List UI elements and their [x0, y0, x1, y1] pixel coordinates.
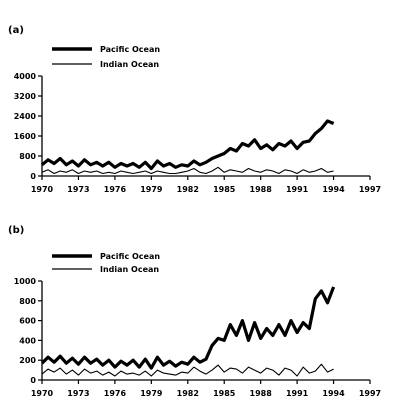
panel-a-y-tick-label: 1600: [14, 132, 37, 141]
panel-b-y-tick-label: 0: [30, 376, 36, 385]
panel-b-x-tick-label: 1979: [140, 389, 163, 398]
panel-b-legend-label-indian: Indian Ocean: [100, 265, 159, 274]
panel-a-x-tick-label: 1985: [213, 185, 236, 194]
panel-b-x-tick-label: 1973: [67, 389, 89, 398]
panel-a-y-tick-label: 4000: [14, 72, 37, 81]
panel-b-x-tick-label: 1985: [213, 389, 236, 398]
panel-b-x-tick-label: 1976: [104, 389, 127, 398]
panel-a-label: (a): [8, 25, 24, 36]
panel-b-y-tick-label: 400: [19, 336, 36, 345]
panel-b-label: (b): [8, 225, 24, 236]
panel-b-x-tick-label: 1994: [322, 389, 345, 398]
panel-a-series-line-pacific-ocean: [40, 119, 335, 171]
panel-b-series-line-pacific-ocean: [40, 286, 336, 370]
panel-a-x-tick-label: 1979: [140, 185, 163, 194]
panel-a-x-tick-label: 1982: [177, 185, 199, 194]
panel-b-y-tick-label: 200: [19, 356, 36, 365]
panel-a-y-tick-label: 800: [19, 152, 36, 161]
panel-a-legend-label-pacific: Pacific Ocean: [100, 45, 160, 54]
panel-a-y-tick-label: 3200: [14, 92, 37, 101]
panel-a-x-tick-label: 1988: [250, 185, 273, 194]
panel-b-y-tick-label: 800: [19, 297, 36, 306]
panel-a-x-tick-label: 1997: [359, 185, 381, 194]
panel-b-y-tick-label: 1000: [14, 277, 37, 286]
panel-a-x-tick-label: 1970: [31, 185, 54, 194]
panel-a-axes: [41, 76, 370, 177]
panel-b-y-ticks: 1000 800 600 400 200 0: [14, 277, 42, 385]
panel-a-legend-label-indian: Indian Ocean: [100, 60, 159, 69]
panel-b-series-line-indian-ocean: [41, 363, 334, 377]
panel-a-x-tick-label: 1976: [104, 185, 127, 194]
panel-b-legend-label-pacific: Pacific Ocean: [100, 252, 160, 261]
panel-a-x-tick-label: 1991: [286, 185, 309, 194]
panel-a-x-tick-label: 1994: [322, 185, 345, 194]
panel-b-x-tick-label: 1970: [31, 389, 54, 398]
panel-b-legend: Pacific Ocean Indian Ocean: [52, 252, 160, 274]
panel-a-y-ticks: 4000 3200 2400 1600 800 0: [14, 72, 42, 181]
panel-b: (b) Pacific Ocean Indian Ocean 1000 800 60…: [8, 225, 381, 398]
panel-b-y-tick-label: 600: [19, 317, 36, 326]
panel-b-x-tick-label: 1991: [286, 389, 309, 398]
panel-a: (a) Pacific Ocean Indian Ocean 4000 3200 2…: [8, 25, 381, 194]
panel-b-axes: [41, 281, 370, 381]
panel-a-series: [40, 119, 335, 175]
panel-a-x-ticks: 1970 1973 1976 1979 1982 1985 1988 1991 1994 1997: [31, 176, 381, 194]
panel-a-x-tick-label: 1973: [67, 185, 89, 194]
panel-b-x-ticks: 1970 1973 1976 1979 1982 1985 1988 1991 1994 1997: [31, 380, 381, 398]
panel-a-series-line-indian-ocean: [41, 166, 334, 175]
panel-a-y-tick-label: 0: [30, 172, 36, 181]
panel-b-x-tick-label: 1988: [250, 389, 273, 398]
panel-a-y-tick-label: 2400: [14, 112, 37, 121]
panel-a-legend: Pacific Ocean Indian Ocean: [52, 45, 160, 69]
panel-b-x-tick-label: 1997: [359, 389, 381, 398]
panel-b-x-tick-label: 1982: [177, 389, 199, 398]
panel-b-series: [40, 286, 336, 377]
